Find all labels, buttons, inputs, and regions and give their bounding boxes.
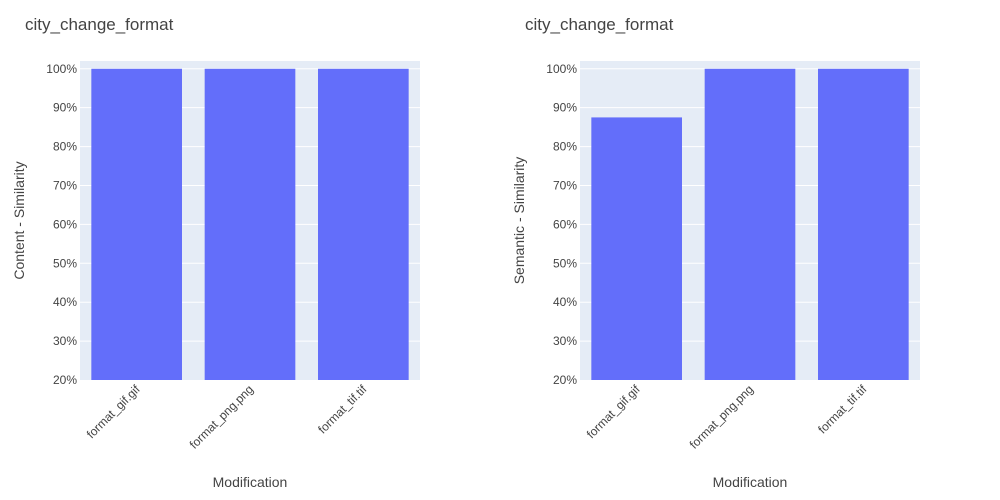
- y-tick-label: 90%: [553, 101, 577, 115]
- x-tick-label: format_gif.gif: [84, 382, 143, 441]
- x-tick-label: format_tif.tif: [815, 382, 870, 437]
- y-tick-label: 80%: [553, 140, 577, 154]
- bar-format-gif-gif[interactable]: [91, 68, 182, 380]
- bar-format-png-png[interactable]: [704, 68, 796, 380]
- y-tick-label: 60%: [553, 217, 577, 231]
- x-axis-title: Modification: [213, 474, 288, 490]
- y-tick-label: 20%: [553, 373, 577, 387]
- chart-semantic-similarity: 20% 30% 40% 50% 60% 70% 80% 90% 100% format_gif.g…: [511, 15, 920, 490]
- bar-format-tif-tif[interactable]: [818, 68, 909, 380]
- chart-title: city_change_format: [25, 15, 174, 34]
- y-tick-label: 80%: [53, 140, 77, 154]
- y-axis-title: Content - Similarity: [11, 161, 27, 279]
- y-tick-label: 20%: [53, 373, 77, 387]
- chart-title: city_change_format: [525, 15, 674, 34]
- x-tick-label: format_png.png: [187, 382, 256, 451]
- y-tick-label: 100%: [546, 62, 577, 76]
- bar-format-png-png[interactable]: [204, 68, 296, 380]
- y-axis-title: Semantic - Similarity: [511, 157, 527, 285]
- y-tick-label: 70%: [53, 178, 77, 192]
- y-tick-label: 60%: [53, 217, 77, 231]
- x-tick-label: format_tif.tif: [315, 382, 370, 437]
- x-tick-label: format_gif.gif: [584, 382, 643, 441]
- y-tick-label: 50%: [553, 256, 577, 270]
- y-tick-label: 100%: [46, 62, 77, 76]
- x-axis-title: Modification: [713, 474, 788, 490]
- chart-content-similarity: 20% 30% 40% 50% 60% 70% 80% 90% 100% format_gif.g…: [11, 15, 420, 490]
- y-tick-label: 30%: [553, 334, 577, 348]
- y-tick-label: 40%: [53, 295, 77, 309]
- x-tick-label: format_png.png: [687, 382, 756, 451]
- y-tick-label: 50%: [53, 256, 77, 270]
- y-tick-label: 70%: [553, 178, 577, 192]
- y-tick-label: 90%: [53, 101, 77, 115]
- y-tick-label: 40%: [553, 295, 577, 309]
- bar-format-gif-gif[interactable]: [591, 117, 682, 380]
- bar-format-tif-tif[interactable]: [318, 68, 409, 380]
- y-tick-label: 30%: [53, 334, 77, 348]
